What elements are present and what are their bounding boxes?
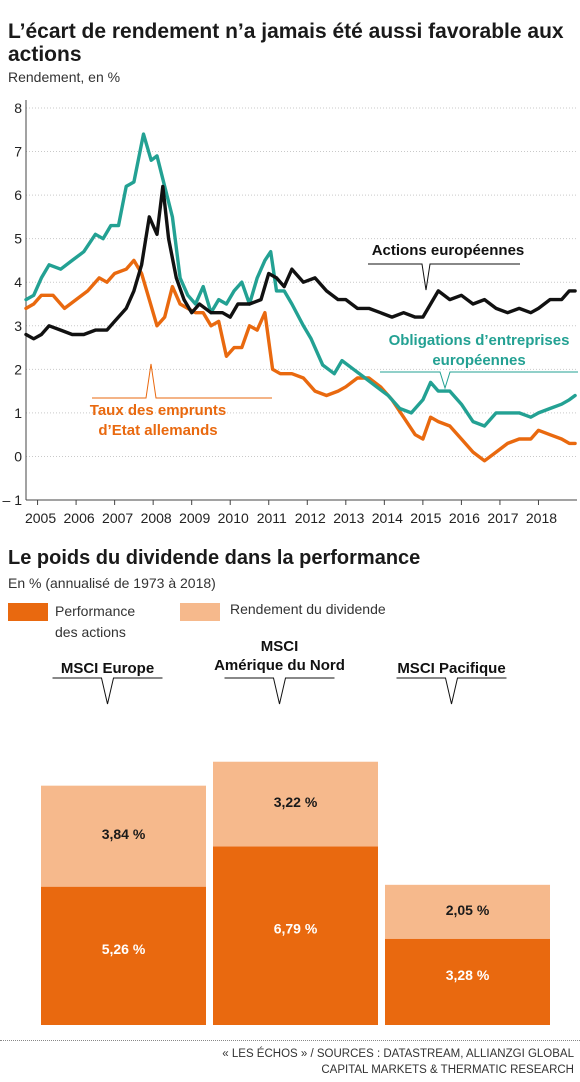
annotation-obligations-line1: Obligations d’entreprises (389, 332, 570, 349)
x-tick-label: 2008 (141, 510, 172, 526)
category-label-0: MSCI Europe (61, 660, 154, 677)
bar-performance-label-1: 6,79 % (274, 921, 318, 937)
y-tick-label: 5 (14, 231, 22, 247)
legend-swatch-dividend (180, 603, 220, 621)
y-tick-label: 1 (14, 405, 22, 421)
x-tick-label: 2005 (25, 510, 56, 526)
annotation-taux-line1: Taux des emprunts (90, 402, 226, 419)
series-line-2 (24, 258, 577, 463)
bar-performance-label-2: 3,28 % (446, 967, 490, 983)
bar-dividend-label-1: 3,22 % (274, 794, 318, 810)
footer-line1: « LES ÉCHOS » / SOURCES : DATASTREAM, AL… (222, 1048, 574, 1060)
footer-source: « LES ÉCHOS » / SOURCES : DATASTREAM, AL… (222, 1046, 574, 1078)
x-tick-label: 2015 (410, 510, 441, 526)
annotation-taux-line2: d’Etat allemands (98, 422, 217, 439)
annotation-obligations-pointer (380, 371, 578, 390)
x-tick-label: 2016 (449, 510, 480, 526)
y-tick-label: 7 (14, 144, 22, 160)
bar-dividend-label-2: 2,05 % (446, 902, 490, 918)
annotation-obligations-line2: européennes (432, 352, 525, 369)
y-tick-label: 0 (14, 448, 22, 464)
x-tick-label: 2014 (372, 510, 403, 526)
category-pointer-0 (52, 677, 163, 705)
category-label-2: MSCI Pacifique (397, 660, 505, 677)
bar-dividend-0 (41, 785, 206, 887)
x-tick-label: 2017 (487, 510, 518, 526)
x-tick-label: 2013 (333, 510, 364, 526)
annotation-taux-pointer (92, 363, 272, 399)
bar-dividend-1 (213, 761, 378, 847)
category-pointer-1 (224, 677, 335, 705)
footer-rule (0, 1040, 580, 1041)
y-tick-label: 4 (14, 274, 22, 290)
x-tick-label: 2007 (102, 510, 133, 526)
bar-performance-2 (385, 938, 550, 1025)
bar-performance-label-0: 5,26 % (102, 941, 146, 957)
x-tick-label: 2011 (257, 510, 287, 526)
x-tick-label: 2012 (295, 510, 326, 526)
bar-dividend-2 (385, 884, 550, 939)
x-tick-label: 2009 (179, 510, 210, 526)
y-tick-label: – 1 (3, 492, 23, 508)
series-line-0 (24, 184, 577, 341)
category-label-1-line1: MSCI (261, 640, 299, 655)
category-pointer-2 (396, 677, 507, 705)
chart2-title: Le poids du dividende dans la performanc… (8, 547, 421, 569)
dividend-bar-chart: 5,26 % 3,84 % MSCI Europe 6,79 % 3,22 % MSCI A… (41, 640, 550, 1025)
legend-swatch-performance (8, 603, 48, 621)
x-tick-label: 2006 (64, 510, 95, 526)
y-tick-label: 3 (14, 318, 22, 334)
legend-performance-line2: des actions (55, 624, 126, 640)
x-tick-label: 2010 (218, 510, 249, 526)
category-label-1-line2: Amérique du Nord (214, 657, 345, 674)
series-line-1 (24, 132, 577, 428)
chart1-subtitle: Rendement, en % (8, 69, 121, 85)
footer-line2: CAPITAL MARKETS & THERMATIC RESEARCH (321, 1064, 574, 1076)
y-tick-label: 2 (14, 361, 22, 377)
bar-performance-0 (41, 886, 206, 1025)
bar-performance-1 (213, 846, 378, 1025)
legend-performance-line1: Performance (55, 603, 136, 619)
y-tick-label: 6 (14, 187, 22, 203)
bar-dividend-label-0: 3,84 % (102, 826, 146, 842)
chart1-title: L’écart de rendement n’a jamais été auss… (8, 20, 564, 66)
annotation-actions-pointer (368, 263, 520, 291)
legend-label-performance: Performance des actions (55, 601, 135, 643)
x-tick-label: 2018 (526, 510, 557, 526)
chart2-subtitle: En % (annualisé de 1973 à 2018) (8, 575, 216, 591)
annotation-actions: Actions européennes (372, 242, 525, 259)
y-tick-label: 8 (14, 100, 22, 116)
legend-label-dividend: Rendement du dividende (230, 601, 386, 617)
